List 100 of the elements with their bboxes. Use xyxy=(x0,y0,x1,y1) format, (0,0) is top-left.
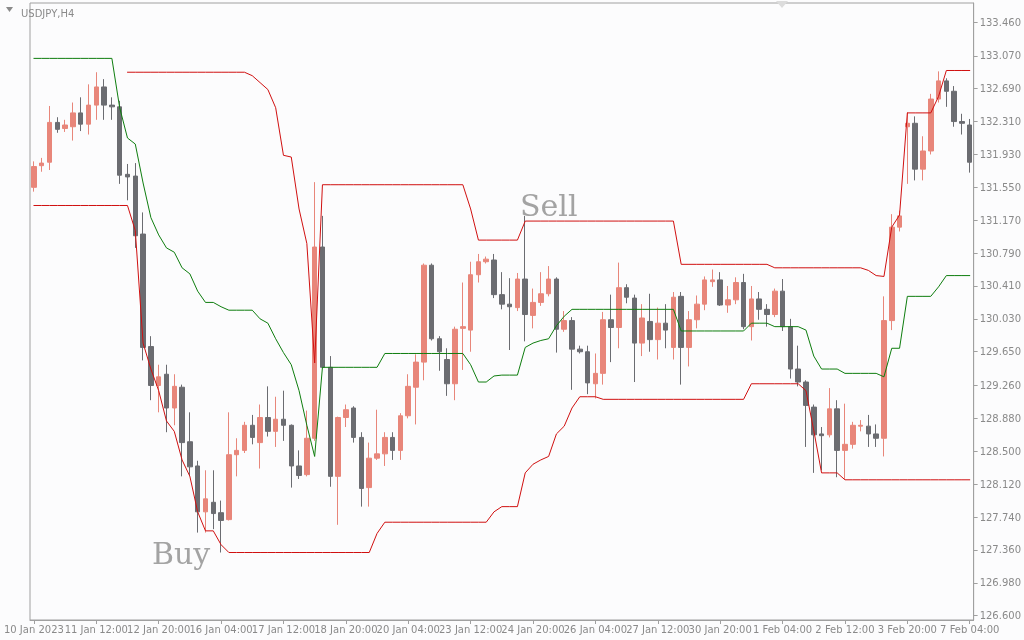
candlestick xyxy=(546,265,551,297)
y-tick-label: 130.030 xyxy=(979,313,1022,325)
candlestick xyxy=(834,399,840,478)
x-tick-label: 11 Jan 12:00 xyxy=(64,623,128,635)
candlestick xyxy=(717,271,723,307)
candlestick xyxy=(624,283,629,304)
candlestick xyxy=(655,307,661,361)
candlestick xyxy=(460,282,466,371)
candlestick xyxy=(647,293,653,353)
candlestick xyxy=(39,157,44,173)
candlestick xyxy=(218,500,224,553)
annotation: Buy xyxy=(152,535,211,571)
candlestick xyxy=(62,119,68,133)
candlestick xyxy=(140,211,146,361)
candlestick xyxy=(756,291,762,321)
candlestick xyxy=(125,163,130,201)
x-tick-label: 23 Jan 12:00 xyxy=(438,623,503,635)
candlestick xyxy=(530,288,536,329)
candlestick xyxy=(881,295,887,457)
candlestick xyxy=(858,419,863,432)
candlestick xyxy=(156,364,161,413)
candlestick xyxy=(850,421,856,450)
candlestick xyxy=(335,416,341,526)
y-tick-label: 130.790 xyxy=(979,247,1022,259)
candlestick xyxy=(421,262,427,381)
candlestick xyxy=(328,355,333,488)
x-tick-label: 24 Jan 20:00 xyxy=(501,623,565,635)
y-tick-label: 127.740 xyxy=(979,511,1022,523)
x-tick-label: 3 Feb 20:00 xyxy=(877,623,937,635)
y-tick-label: 131.550 xyxy=(979,181,1022,193)
candlestick xyxy=(55,116,60,134)
x-tick-label: 10 Jan 2023 xyxy=(3,623,64,635)
x-tick-label: 17 Jan 12:00 xyxy=(251,623,316,635)
x-tick-label: 7 Feb 04:00 xyxy=(940,623,1000,635)
candlestick xyxy=(483,256,489,264)
candlestick xyxy=(749,285,754,341)
candlestick xyxy=(343,404,349,428)
chart-title: USDJPY,H4 xyxy=(21,7,75,19)
x-tick-label: 26 Jan 04:00 xyxy=(563,623,628,635)
candlestick xyxy=(507,277,512,351)
candlestick xyxy=(663,303,668,349)
candlestick xyxy=(873,423,879,448)
candlestick xyxy=(639,303,645,357)
candlestick xyxy=(273,396,278,448)
candlestick xyxy=(366,442,372,508)
y-tick-label: 126.980 xyxy=(979,577,1022,589)
candlestick xyxy=(967,118,972,174)
x-tick-label: 20 Jan 04:00 xyxy=(376,623,440,635)
candlestick xyxy=(390,431,395,461)
candlestick xyxy=(437,335,442,372)
candlestick xyxy=(725,285,731,314)
candlestick xyxy=(94,71,99,121)
candlestick xyxy=(203,469,208,534)
candlestick xyxy=(101,78,107,121)
candlestick xyxy=(671,291,676,361)
candlestick xyxy=(476,253,481,284)
candlestick xyxy=(413,353,419,425)
candlestick xyxy=(296,449,302,480)
x-tick-label: 30 Jan 20:00 xyxy=(688,623,752,635)
y-tick-label: 126.600 xyxy=(979,610,1022,622)
line-series xyxy=(126,70,971,364)
y-tick-label: 132.310 xyxy=(979,116,1022,128)
candlestick xyxy=(70,102,76,142)
candlestick xyxy=(569,316,575,391)
y-tick-label: 129.650 xyxy=(979,346,1022,358)
candlestick xyxy=(554,276,559,354)
candlestick xyxy=(179,384,185,477)
candlestick xyxy=(374,409,380,461)
candlestick xyxy=(538,271,544,307)
candlestick xyxy=(47,105,52,171)
candlestick xyxy=(429,262,434,341)
candlestick xyxy=(117,100,122,185)
candlestick xyxy=(359,431,364,508)
x-tick-label: 12 Jan 20:00 xyxy=(127,623,191,635)
candlestick xyxy=(912,115,918,181)
candlestick xyxy=(468,261,473,353)
candlestick xyxy=(733,276,739,305)
y-tick-label: 133.070 xyxy=(979,50,1022,62)
candlestick xyxy=(944,77,949,108)
candlestick xyxy=(148,335,154,401)
candlestick xyxy=(265,385,271,438)
y-tick-label: 132.690 xyxy=(979,83,1022,95)
x-tick-label: 16 Jan 04:00 xyxy=(189,623,253,635)
candlestick xyxy=(289,423,294,489)
candlestick xyxy=(195,460,200,534)
candlestick xyxy=(788,318,793,380)
candlestick xyxy=(600,311,606,386)
candlestick xyxy=(811,404,817,474)
candlestick xyxy=(632,294,637,383)
candlestick xyxy=(164,364,169,433)
candlestick xyxy=(281,390,286,442)
candlestick xyxy=(710,269,715,288)
candlestick xyxy=(515,272,520,312)
candlestick xyxy=(250,414,255,445)
candlestick xyxy=(398,412,403,461)
candlestick xyxy=(242,421,247,454)
candlestick xyxy=(522,215,528,342)
y-tick-label: 131.170 xyxy=(979,214,1022,226)
candlestick xyxy=(585,345,590,395)
y-tick-label: 128.880 xyxy=(979,412,1022,424)
